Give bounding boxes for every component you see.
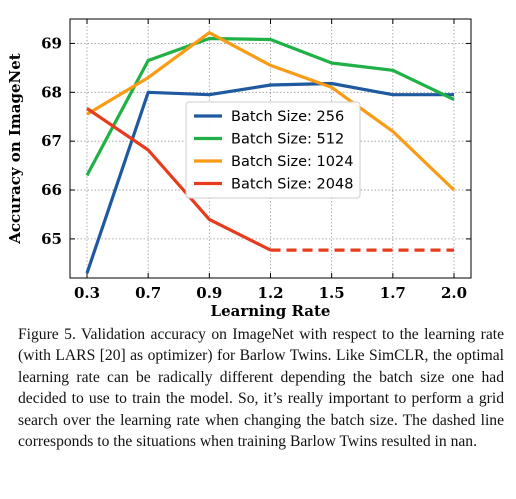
y-tick-label: 67	[41, 132, 62, 150]
axis-ticks: 0.3 0.7 0.9 1.2 1.5 1.7 2.0 65 66 67 68 69	[41, 19, 471, 302]
legend-box	[185, 101, 361, 199]
series-layer	[85, 31, 456, 274]
accuracy-chart: 0.3 0.7 0.9 1.2 1.5 1.7 2.0 65 66 67 68 69 Batch Si…	[6, 18, 472, 320]
legend-label: Batch Size: 1024	[231, 154, 353, 170]
legend-label: Batch Size: 256	[231, 109, 344, 125]
legend-label: Batch Size: 2048	[231, 177, 353, 193]
x-tick-label: 0.9	[196, 284, 222, 302]
y-axis-label: Accuracy on ImageNet	[6, 53, 24, 245]
x-tick-label: 2.0	[441, 284, 467, 302]
series-line-0	[85, 81, 454, 274]
series-line-3	[86, 107, 272, 252]
x-tick-label: 0.7	[135, 284, 161, 302]
y-tick-label: 68	[41, 83, 62, 101]
x-tick-label: 1.2	[257, 284, 283, 302]
series-line-1	[85, 36, 455, 177]
x-tick-label: 1.5	[319, 284, 345, 302]
figure-caption: Figure 5. Validation accuracy on ImageNe…	[18, 326, 504, 451]
x-axis-label: Learning Rate	[211, 302, 331, 320]
y-tick-label: 66	[41, 181, 62, 199]
legend: Batch Size: 256 Batch Size: 512 Batch Size…	[185, 101, 361, 199]
y-tick-label: 69	[41, 34, 62, 52]
y-tick-label: 65	[41, 230, 62, 248]
series-line-2	[86, 31, 456, 192]
legend-label: Batch Size: 512	[231, 132, 344, 148]
x-tick-label: 1.7	[380, 284, 406, 302]
x-tick-label: 0.3	[74, 284, 100, 302]
